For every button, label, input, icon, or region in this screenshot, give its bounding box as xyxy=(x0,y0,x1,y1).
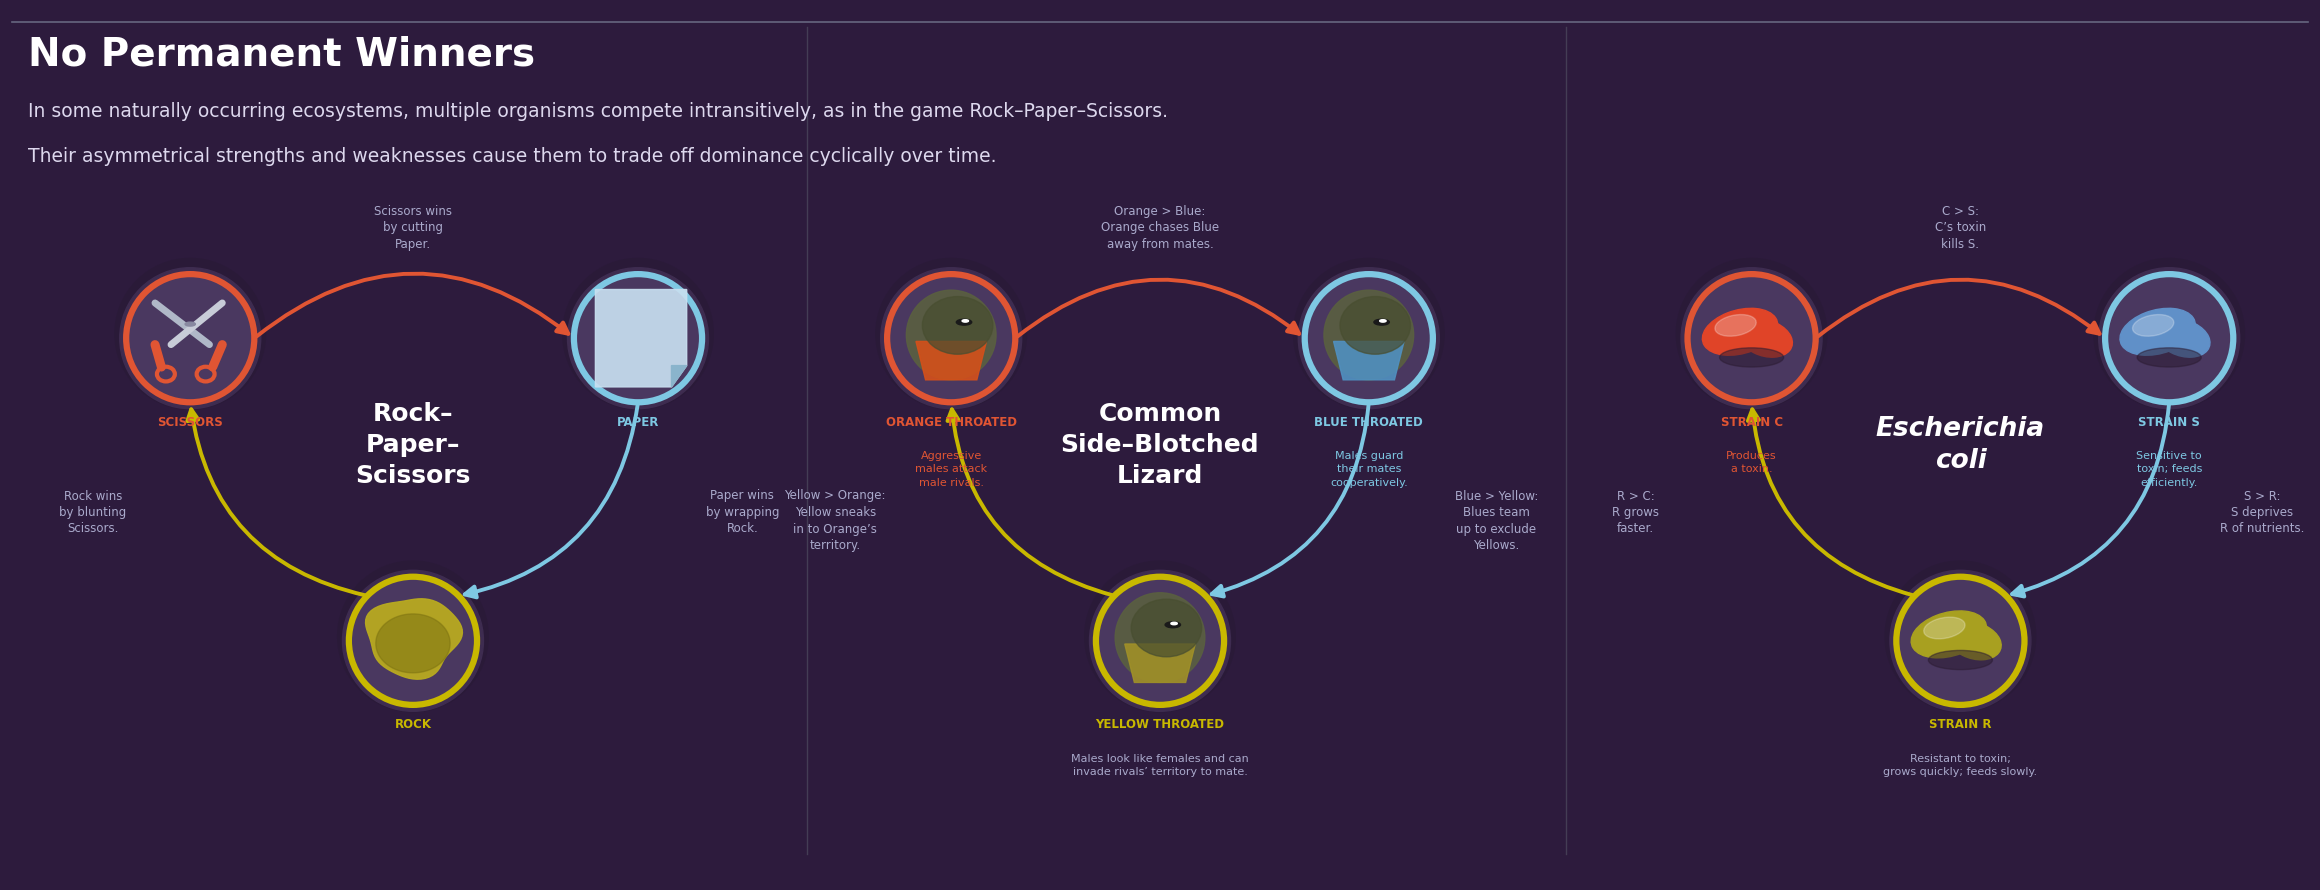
Text: Resistant to toxin;
grows quickly; feeds slowly.: Resistant to toxin; grows quickly; feeds… xyxy=(1884,754,2037,777)
Ellipse shape xyxy=(1886,561,2035,712)
Ellipse shape xyxy=(1703,308,1777,355)
Ellipse shape xyxy=(2104,274,2234,402)
Ellipse shape xyxy=(1912,611,1986,658)
Circle shape xyxy=(1165,622,1181,627)
Ellipse shape xyxy=(348,577,478,705)
Text: Orange > Blue:
Orange chases Blue
away from mates.: Orange > Blue: Orange chases Blue away f… xyxy=(1102,205,1218,251)
Text: Their asymmetrical strengths and weaknesses cause them to trade off dominance cy: Their asymmetrical strengths and weaknes… xyxy=(28,147,995,166)
Text: STRAIN S: STRAIN S xyxy=(2139,416,2199,429)
Ellipse shape xyxy=(1132,599,1202,657)
Ellipse shape xyxy=(1740,320,1793,357)
Text: Yellow > Orange:
Yellow sneaks
in to Orange’s
territory.: Yellow > Orange: Yellow sneaks in to Ora… xyxy=(784,490,886,552)
Ellipse shape xyxy=(1295,258,1443,409)
Circle shape xyxy=(1373,320,1390,325)
Polygon shape xyxy=(367,599,462,679)
Text: Scissors wins
by cutting
Paper.: Scissors wins by cutting Paper. xyxy=(374,205,452,251)
Ellipse shape xyxy=(564,258,712,409)
Text: S > R:
S deprives
R of nutrients.: S > R: S deprives R of nutrients. xyxy=(2220,490,2304,536)
Text: Produces
a toxin.: Produces a toxin. xyxy=(1726,451,1777,474)
Polygon shape xyxy=(596,289,687,387)
Ellipse shape xyxy=(1687,274,1817,402)
Circle shape xyxy=(956,320,972,325)
Circle shape xyxy=(1172,622,1176,625)
Ellipse shape xyxy=(1714,314,1756,336)
Ellipse shape xyxy=(1325,290,1413,380)
Ellipse shape xyxy=(877,258,1025,409)
Text: In some naturally occurring ecosystems, multiple organisms compete intransitivel: In some naturally occurring ecosystems, … xyxy=(28,102,1167,121)
Ellipse shape xyxy=(1719,348,1784,367)
Ellipse shape xyxy=(1090,570,1230,711)
Circle shape xyxy=(963,320,967,322)
Ellipse shape xyxy=(1891,570,2030,711)
Ellipse shape xyxy=(116,258,264,409)
Text: Escherichia
coli: Escherichia coli xyxy=(1877,416,2044,474)
Text: PAPER: PAPER xyxy=(617,416,659,429)
Ellipse shape xyxy=(1682,268,1821,409)
Text: SCISSORS: SCISSORS xyxy=(158,416,223,429)
Ellipse shape xyxy=(573,274,703,402)
Polygon shape xyxy=(916,342,986,380)
Ellipse shape xyxy=(2100,268,2239,409)
Text: Males guard
their mates
cooperatively.: Males guard their mates cooperatively. xyxy=(1329,451,1408,488)
Ellipse shape xyxy=(339,561,487,712)
Text: ROCK: ROCK xyxy=(394,718,432,732)
Text: Aggressive
males attack
male rivals.: Aggressive males attack male rivals. xyxy=(914,451,988,488)
Text: Paper wins
by wrapping
Rock.: Paper wins by wrapping Rock. xyxy=(705,490,780,536)
Text: BLUE THROATED: BLUE THROATED xyxy=(1315,416,1422,429)
Ellipse shape xyxy=(2120,308,2195,355)
Ellipse shape xyxy=(1299,268,1438,409)
Ellipse shape xyxy=(882,268,1021,409)
Text: STRAIN C: STRAIN C xyxy=(1721,416,1782,429)
Ellipse shape xyxy=(1677,258,1826,409)
Ellipse shape xyxy=(1928,651,1993,669)
Ellipse shape xyxy=(2095,258,2243,409)
Ellipse shape xyxy=(2137,348,2202,367)
Ellipse shape xyxy=(568,268,708,409)
Text: ORANGE THROATED: ORANGE THROATED xyxy=(886,416,1016,429)
Ellipse shape xyxy=(907,290,995,380)
Ellipse shape xyxy=(923,296,993,354)
Polygon shape xyxy=(376,614,450,673)
Text: No Permanent Winners: No Permanent Winners xyxy=(28,36,536,74)
Ellipse shape xyxy=(1341,296,1411,354)
Circle shape xyxy=(186,322,195,326)
Text: STRAIN R: STRAIN R xyxy=(1930,718,1991,732)
Text: Sensitive to
toxin; feeds
efficiently.: Sensitive to toxin; feeds efficiently. xyxy=(2137,451,2202,488)
Ellipse shape xyxy=(125,274,255,402)
Text: Rock–
Paper–
Scissors: Rock– Paper– Scissors xyxy=(355,402,471,488)
Circle shape xyxy=(1380,320,1385,322)
Ellipse shape xyxy=(343,570,483,711)
Text: Males look like females and can
invade rivals’ territory to mate.: Males look like females and can invade r… xyxy=(1072,754,1248,777)
Ellipse shape xyxy=(1895,577,2025,705)
Polygon shape xyxy=(1125,644,1195,683)
Ellipse shape xyxy=(2158,320,2211,357)
Text: Common
Side–Blotched
Lizard: Common Side–Blotched Lizard xyxy=(1060,402,1260,488)
Ellipse shape xyxy=(2132,314,2174,336)
Ellipse shape xyxy=(1923,617,1965,639)
Ellipse shape xyxy=(886,274,1016,402)
Text: Blue > Yellow:
Blues team
up to exclude
Yellows.: Blue > Yellow: Blues team up to exclude … xyxy=(1455,490,1538,552)
Ellipse shape xyxy=(1116,593,1204,683)
Ellipse shape xyxy=(1095,577,1225,705)
Text: Rock wins
by blunting
Scissors.: Rock wins by blunting Scissors. xyxy=(60,490,125,536)
Polygon shape xyxy=(1334,342,1404,380)
Ellipse shape xyxy=(1304,274,1434,402)
Text: YELLOW THROATED: YELLOW THROATED xyxy=(1095,718,1225,732)
Ellipse shape xyxy=(1086,561,1234,712)
Ellipse shape xyxy=(121,268,260,409)
Polygon shape xyxy=(670,366,687,387)
Text: R > C:
R grows
faster.: R > C: R grows faster. xyxy=(1612,490,1659,536)
Ellipse shape xyxy=(1949,622,2002,659)
Text: C > S:
C’s toxin
kills S.: C > S: C’s toxin kills S. xyxy=(1935,205,1986,251)
